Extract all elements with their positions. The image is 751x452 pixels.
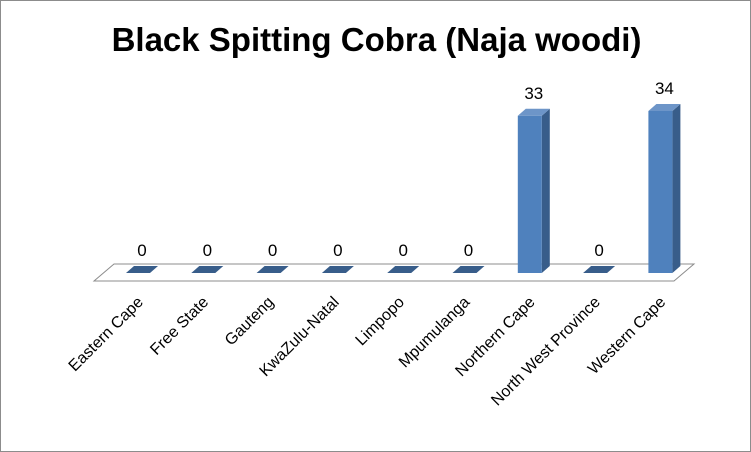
bars-layer: [126, 104, 681, 273]
bar-3: [321, 266, 354, 273]
bar-4: [387, 266, 420, 273]
bar-1: [191, 266, 224, 273]
bar-0: [126, 266, 158, 273]
category-label-0: Eastern Cape: [66, 294, 147, 375]
bar-8: [648, 104, 681, 273]
data-label-1: 0: [203, 241, 212, 260]
bar-5: [452, 266, 485, 273]
bar-side: [541, 108, 550, 273]
bar-side: [672, 104, 681, 273]
data-label-6: 33: [524, 84, 543, 103]
bar-zero-flat: [452, 266, 485, 273]
bar-top: [517, 108, 550, 116]
bar-front: [517, 115, 542, 273]
bar-front: [648, 111, 673, 273]
data-label-0: 0: [137, 241, 146, 260]
bar-top: [648, 104, 681, 111]
category-axis-labels: Eastern Cape Free State GautengKwaZulu-Nat…: [66, 294, 670, 410]
data-label-3: 0: [333, 241, 342, 260]
bar-zero-flat: [387, 266, 420, 273]
data-label-4: 0: [398, 241, 407, 260]
category-label-1: Free State: [147, 294, 212, 359]
bar-2: [256, 266, 289, 273]
data-labels-layer: 0 0 0 0 0 0 33 0 34: [137, 79, 674, 260]
data-label-7: 0: [594, 241, 603, 260]
data-label-5: 0: [464, 241, 473, 260]
category-label-2: Gauteng: [222, 294, 277, 349]
bar-zero-flat: [191, 266, 224, 273]
chart-title: Black Spitting Cobra (Naja woodi): [111, 21, 642, 58]
bar-zero-flat: [126, 266, 158, 273]
bar-7: [583, 266, 616, 273]
data-label-8: 34: [655, 79, 674, 98]
bar-zero-flat: [321, 266, 354, 273]
data-label-2: 0: [268, 241, 277, 260]
category-label-7: North West Province: [488, 294, 604, 410]
bar-6: [517, 108, 550, 273]
category-label-4: Limpopo: [353, 294, 408, 349]
bar-zero-flat: [583, 266, 616, 273]
bar-zero-flat: [256, 266, 289, 273]
